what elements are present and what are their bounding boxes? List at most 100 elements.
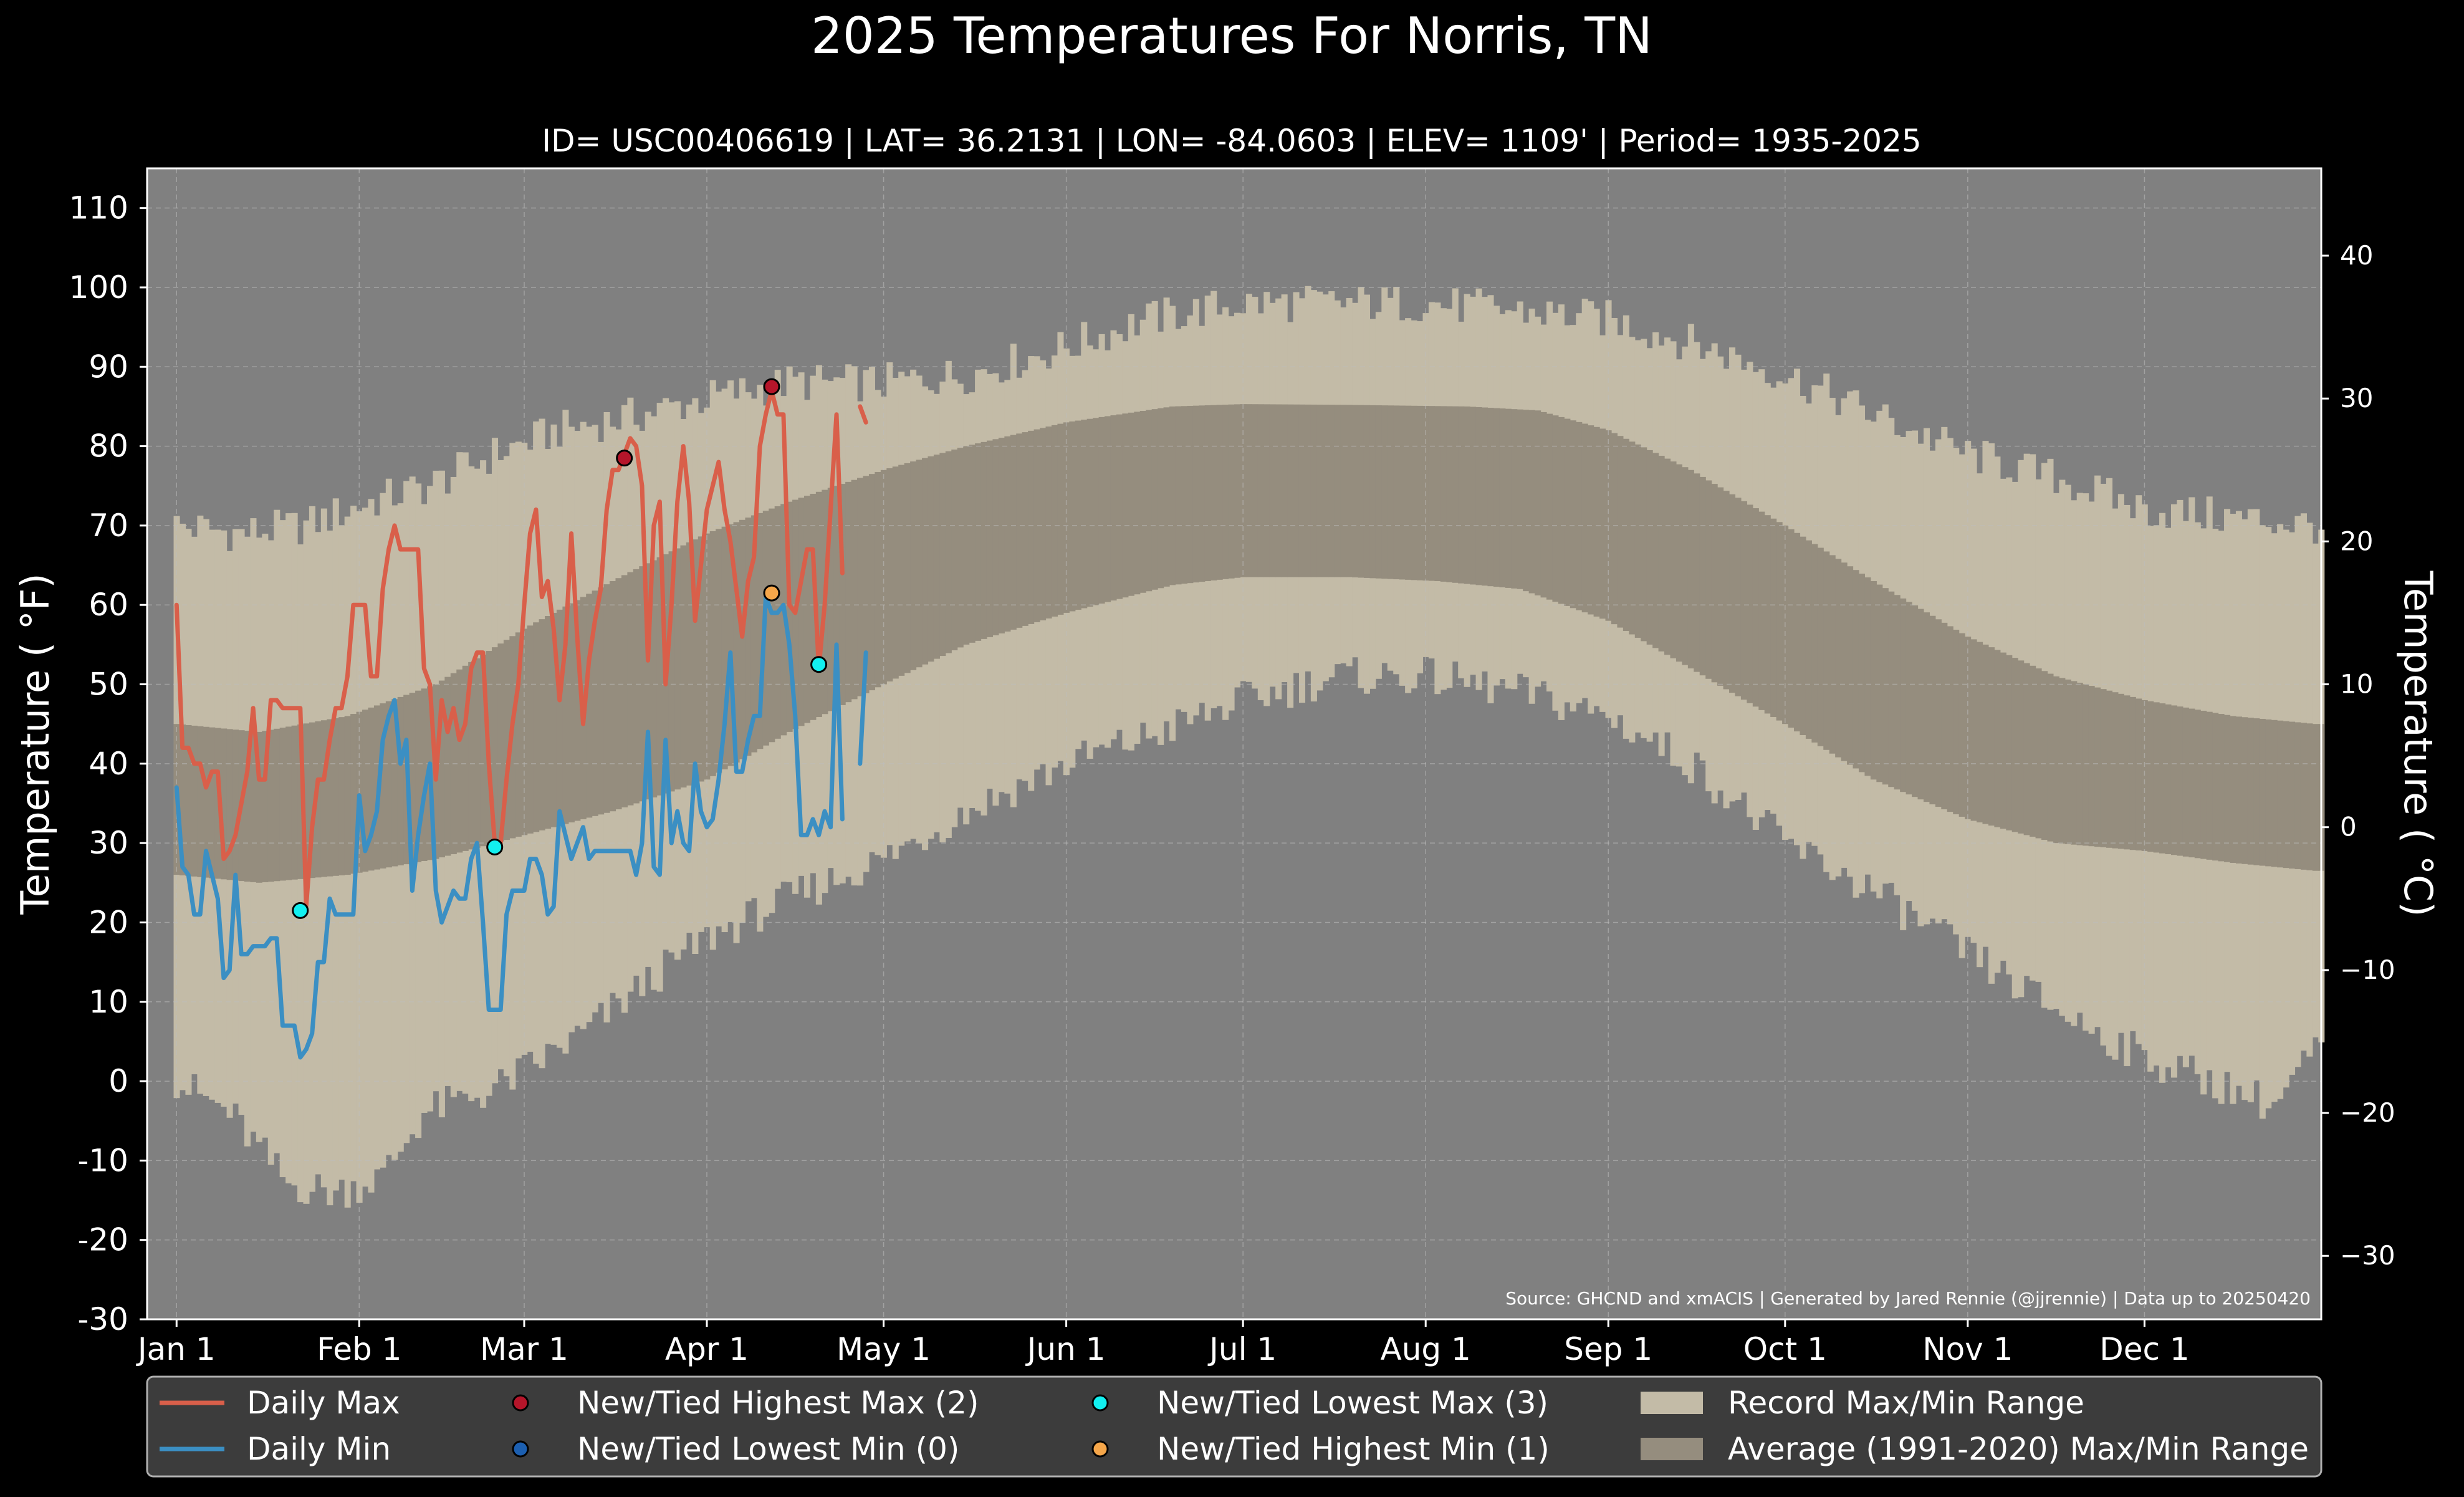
average-range-bar: [1305, 404, 1311, 577]
average-range-bar: [1482, 407, 1488, 586]
average-range-bar: [1623, 438, 1629, 632]
average-range-bar: [1004, 436, 1011, 632]
legend-label: Average (1991-2020) Max/Min Range: [1728, 1431, 2309, 1467]
average-range-bar: [1334, 405, 1341, 577]
average-range-bar: [474, 658, 481, 848]
average-range-bar: [391, 699, 398, 867]
average-range-bar: [491, 647, 499, 844]
average-range-bar: [916, 460, 923, 668]
average-range-bar: [1758, 511, 1765, 710]
average-range-bar: [1735, 498, 1742, 696]
average-range-bar: [1723, 491, 1730, 690]
average-range-bar: [1858, 574, 1866, 773]
average-range-bar: [539, 619, 545, 830]
average-range-bar: [1528, 410, 1535, 594]
average-range-bar: [185, 724, 192, 876]
average-range-bar: [397, 696, 404, 865]
average-range-bar: [1269, 404, 1276, 577]
average-range-bar: [1199, 405, 1206, 582]
average-range-bar: [733, 522, 740, 763]
average-range-bar: [716, 529, 722, 773]
average-range-bar: [1440, 406, 1447, 582]
average-range-bar: [1069, 421, 1076, 612]
average-range-bar: [1658, 456, 1665, 652]
average-range-bar: [1705, 480, 1712, 679]
y-right-tick-label: −30: [2340, 1240, 2395, 1271]
average-range-bar: [2059, 678, 2066, 844]
x-tick-label: Apr 1: [665, 1331, 749, 1367]
average-range-bar: [769, 508, 775, 743]
average-range-bar: [1970, 639, 1977, 821]
average-range-bar: [2011, 658, 2018, 832]
average-range-bar: [1192, 405, 1199, 583]
average-range-bar: [674, 548, 681, 790]
legend-label: New/Tied Highest Min (1): [1157, 1431, 1550, 1467]
average-range-bar: [1016, 433, 1023, 628]
average-range-bar: [415, 690, 422, 862]
y-tick-label: 20: [89, 904, 128, 940]
average-range-bar: [939, 453, 946, 657]
average-range-bar: [1375, 405, 1382, 579]
average-range-bar: [2018, 660, 2025, 834]
average-range-bar: [1134, 412, 1141, 595]
average-range-bar: [2224, 715, 2231, 862]
legend-box: [146, 1375, 2323, 1478]
average-range-bar: [1487, 408, 1494, 587]
average-range-bar: [274, 728, 280, 882]
y-right-tick-label: 20: [2340, 526, 2373, 556]
y-right-tick-label: 40: [2340, 240, 2373, 271]
average-range-bar: [2212, 713, 2219, 861]
average-range-bar: [1517, 409, 1523, 589]
average-range-bar: [904, 463, 911, 673]
average-range-bar: [868, 474, 875, 691]
average-range-bar: [1894, 595, 1901, 790]
average-range-bar: [815, 491, 822, 718]
average-range-bar: [1817, 547, 1824, 746]
average-range-bar: [1310, 404, 1317, 577]
average-range-bar: [1434, 406, 1441, 582]
x-tick-label: Dec 1: [2099, 1331, 2189, 1367]
average-range-bar: [1363, 405, 1371, 578]
daily-max-line: [174, 388, 845, 909]
record-marker: [616, 450, 633, 467]
average-range-bar: [1428, 406, 1435, 581]
average-range-bar: [1752, 508, 1759, 707]
legend-marker-swatch: [1091, 1394, 1109, 1412]
average-range-bar: [1452, 406, 1459, 583]
average-range-bar: [2136, 698, 2142, 851]
average-range-bar: [928, 456, 934, 662]
average-range-bar: [1805, 540, 1812, 739]
average-range-bar: [1399, 405, 1406, 580]
average-range-bar: [1245, 404, 1252, 577]
average-range-bar: [1876, 584, 1883, 782]
legend-label: New/Tied Highest Max (2): [577, 1385, 979, 1421]
average-range-bar: [1941, 622, 1948, 810]
average-range-bar: [2188, 708, 2195, 858]
y-axis-left: -30 -20 -10 0 10 20 30 40 50 60 70 80 90 100 110: [69, 190, 147, 1337]
average-range-bar: [232, 729, 239, 881]
average-range-bar: [1417, 405, 1424, 580]
average-range-bar: [680, 545, 687, 788]
average-range-bar: [1958, 633, 1965, 817]
average-range-bar: [992, 439, 999, 635]
average-range-bar: [2041, 671, 2048, 840]
y-right-tick-label: −10: [2340, 955, 2395, 985]
average-range-bar: [1446, 406, 1453, 582]
average-range-bar: [2294, 722, 2301, 869]
average-range-bar: [2300, 723, 2307, 870]
average-range-bar: [1340, 405, 1347, 577]
record-markers: [292, 378, 828, 919]
average-range-bar: [951, 450, 958, 650]
average-range-bar: [285, 726, 292, 880]
average-range-bar: [1829, 555, 1836, 754]
x-tick-label: Oct 1: [1743, 1331, 1827, 1367]
average-range-bar: [1652, 453, 1659, 648]
average-range-bar: [2247, 718, 2254, 865]
average-range-bar: [1576, 421, 1583, 610]
average-range-bar: [1346, 405, 1353, 577]
average-range-bar: [933, 455, 940, 659]
average-range-bar: [875, 471, 881, 688]
average-range-bar: [545, 616, 552, 829]
average-range-bar: [910, 461, 917, 670]
chart-title: 2025 Temperatures For Norris, TN: [811, 7, 1652, 65]
